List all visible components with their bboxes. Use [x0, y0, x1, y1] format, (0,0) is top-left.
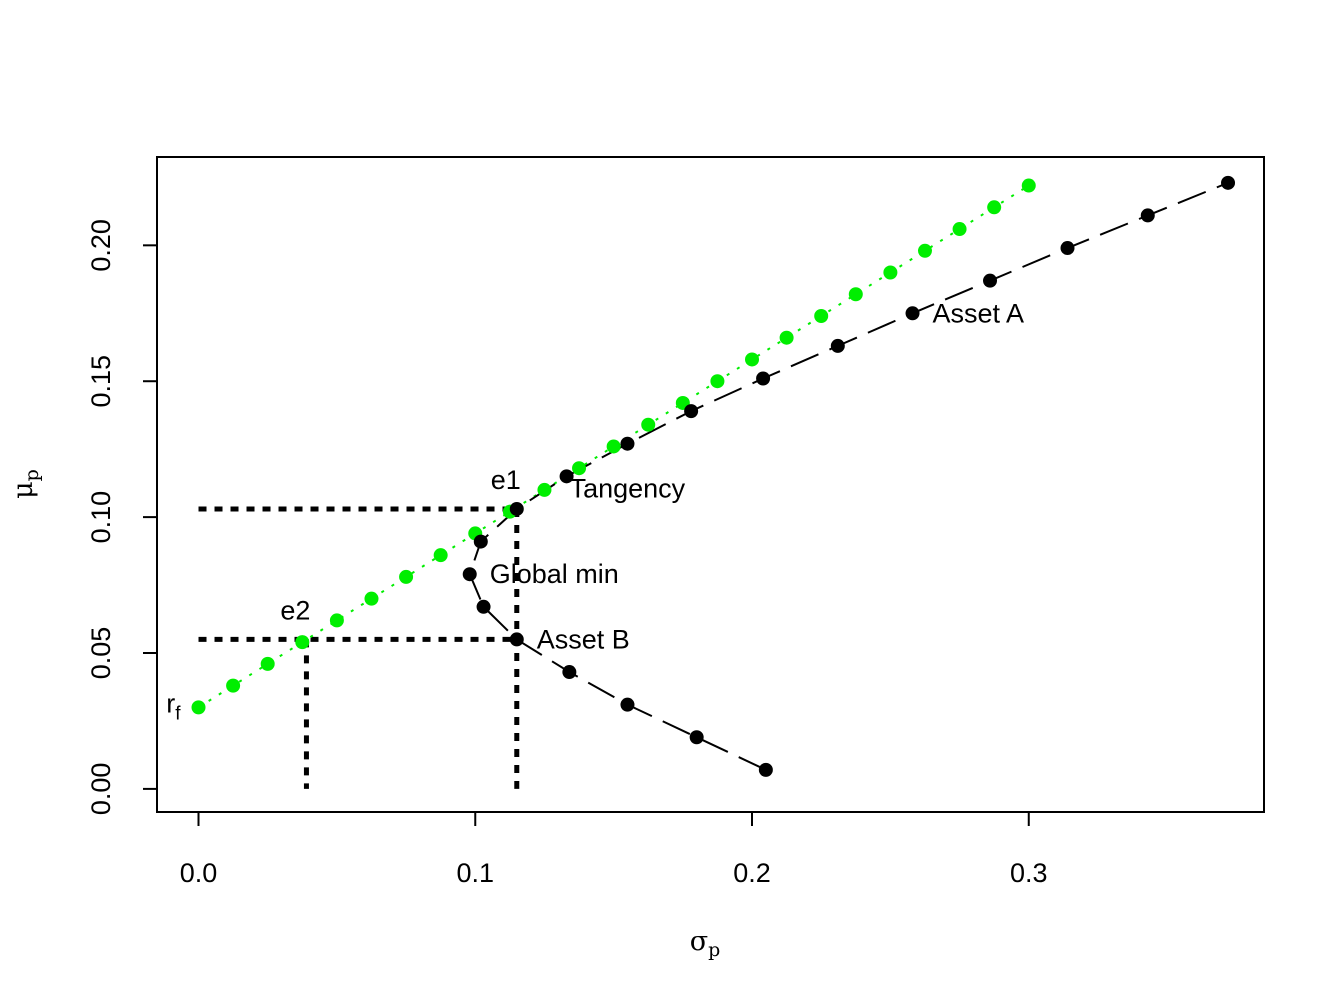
tangent-point	[814, 308, 829, 323]
tangent-point	[226, 678, 241, 693]
tangent-point	[779, 330, 794, 345]
tangent-point	[745, 352, 760, 367]
frontier-point	[983, 273, 998, 288]
frontier-point	[1221, 175, 1236, 190]
annotation-label: Global min	[490, 559, 619, 589]
x-axis-title: σp	[690, 926, 721, 961]
frontier-point	[476, 599, 491, 614]
annotation-label: e2	[280, 595, 310, 625]
tangent-point	[987, 200, 1002, 215]
frontier-point	[758, 762, 773, 777]
y-tick-label: 0.05	[86, 627, 116, 680]
frontier-point	[473, 534, 488, 549]
tangent-point	[606, 439, 621, 454]
annotation-label: Tangency	[570, 473, 686, 503]
frontier-point	[509, 632, 524, 647]
annotation-label: e1	[491, 465, 521, 495]
tangent-point	[191, 700, 206, 715]
annotation-label: Asset B	[537, 624, 630, 654]
frontier-point	[620, 436, 635, 451]
frontier-point	[756, 371, 771, 386]
frontier-point	[684, 404, 699, 419]
frontier-point	[462, 567, 477, 582]
tangent-point	[537, 482, 552, 497]
x-tick-label: 0.2	[733, 858, 771, 888]
tangent-point	[710, 374, 725, 389]
frontier-point	[559, 469, 574, 484]
frontier-point	[1140, 208, 1155, 223]
frontier-point	[509, 501, 524, 516]
plot-frame	[156, 156, 1265, 813]
y-tick-label: 0.00	[86, 763, 116, 816]
y-tick-label: 0.15	[86, 355, 116, 408]
tangent-point	[572, 461, 587, 476]
guide-lines	[198, 506, 520, 789]
tangent-point	[433, 548, 448, 563]
tangent-point	[848, 287, 863, 302]
y-axis-title: μp	[8, 469, 43, 499]
tangent-point	[295, 635, 310, 650]
y-tick-label: 0.10	[86, 491, 116, 544]
tangent-point	[917, 243, 932, 258]
tangent-point	[641, 417, 656, 432]
y-tick-label: 0.20	[86, 219, 116, 272]
x-tick-label: 0.0	[180, 858, 218, 888]
tangent-point	[399, 569, 414, 584]
frontier-point	[620, 697, 635, 712]
tangent-point	[329, 613, 344, 628]
tangent-point	[260, 656, 275, 671]
y-axis: 0.00 0.05 0.10 0.15 0.20	[86, 219, 158, 816]
x-tick-label: 0.1	[456, 858, 494, 888]
series-layer	[191, 175, 1236, 777]
frontier-point	[1060, 241, 1075, 256]
frontier-point	[830, 338, 845, 353]
tangent-point	[883, 265, 898, 280]
frontier-point	[689, 730, 704, 745]
frontier-point	[905, 306, 920, 321]
x-axis: 0.0 0.1 0.2 0.3	[180, 811, 1048, 888]
annotations-layer: Asset A Asset B Global min Tangency e1 e2 rf	[166, 298, 1024, 724]
annotation-label: rf	[166, 688, 181, 724]
tangent-point	[952, 222, 967, 237]
frontier-point	[562, 665, 577, 680]
tangent-point	[1021, 178, 1036, 193]
tangent-point	[364, 591, 379, 606]
annotation-label: Asset A	[933, 298, 1025, 328]
x-tick-label: 0.3	[1010, 858, 1048, 888]
